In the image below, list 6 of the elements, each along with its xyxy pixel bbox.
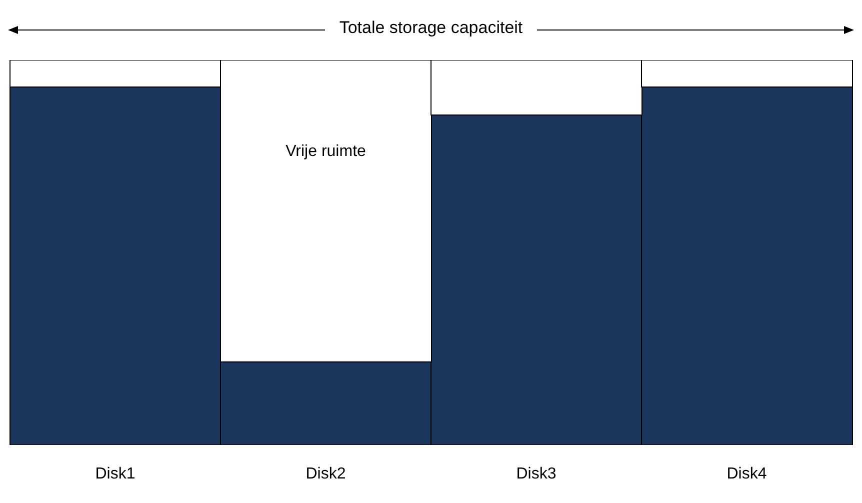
x-tick-label: Disk1	[95, 465, 136, 482]
chart-title: Totale storage capaciteit	[325, 18, 537, 37]
x-tick-label: Disk3	[516, 465, 556, 482]
series-label: Vrije ruimte	[286, 143, 366, 160]
x-tick-label: Disk4	[726, 465, 767, 482]
x-tick-label: Disk2	[306, 465, 346, 482]
